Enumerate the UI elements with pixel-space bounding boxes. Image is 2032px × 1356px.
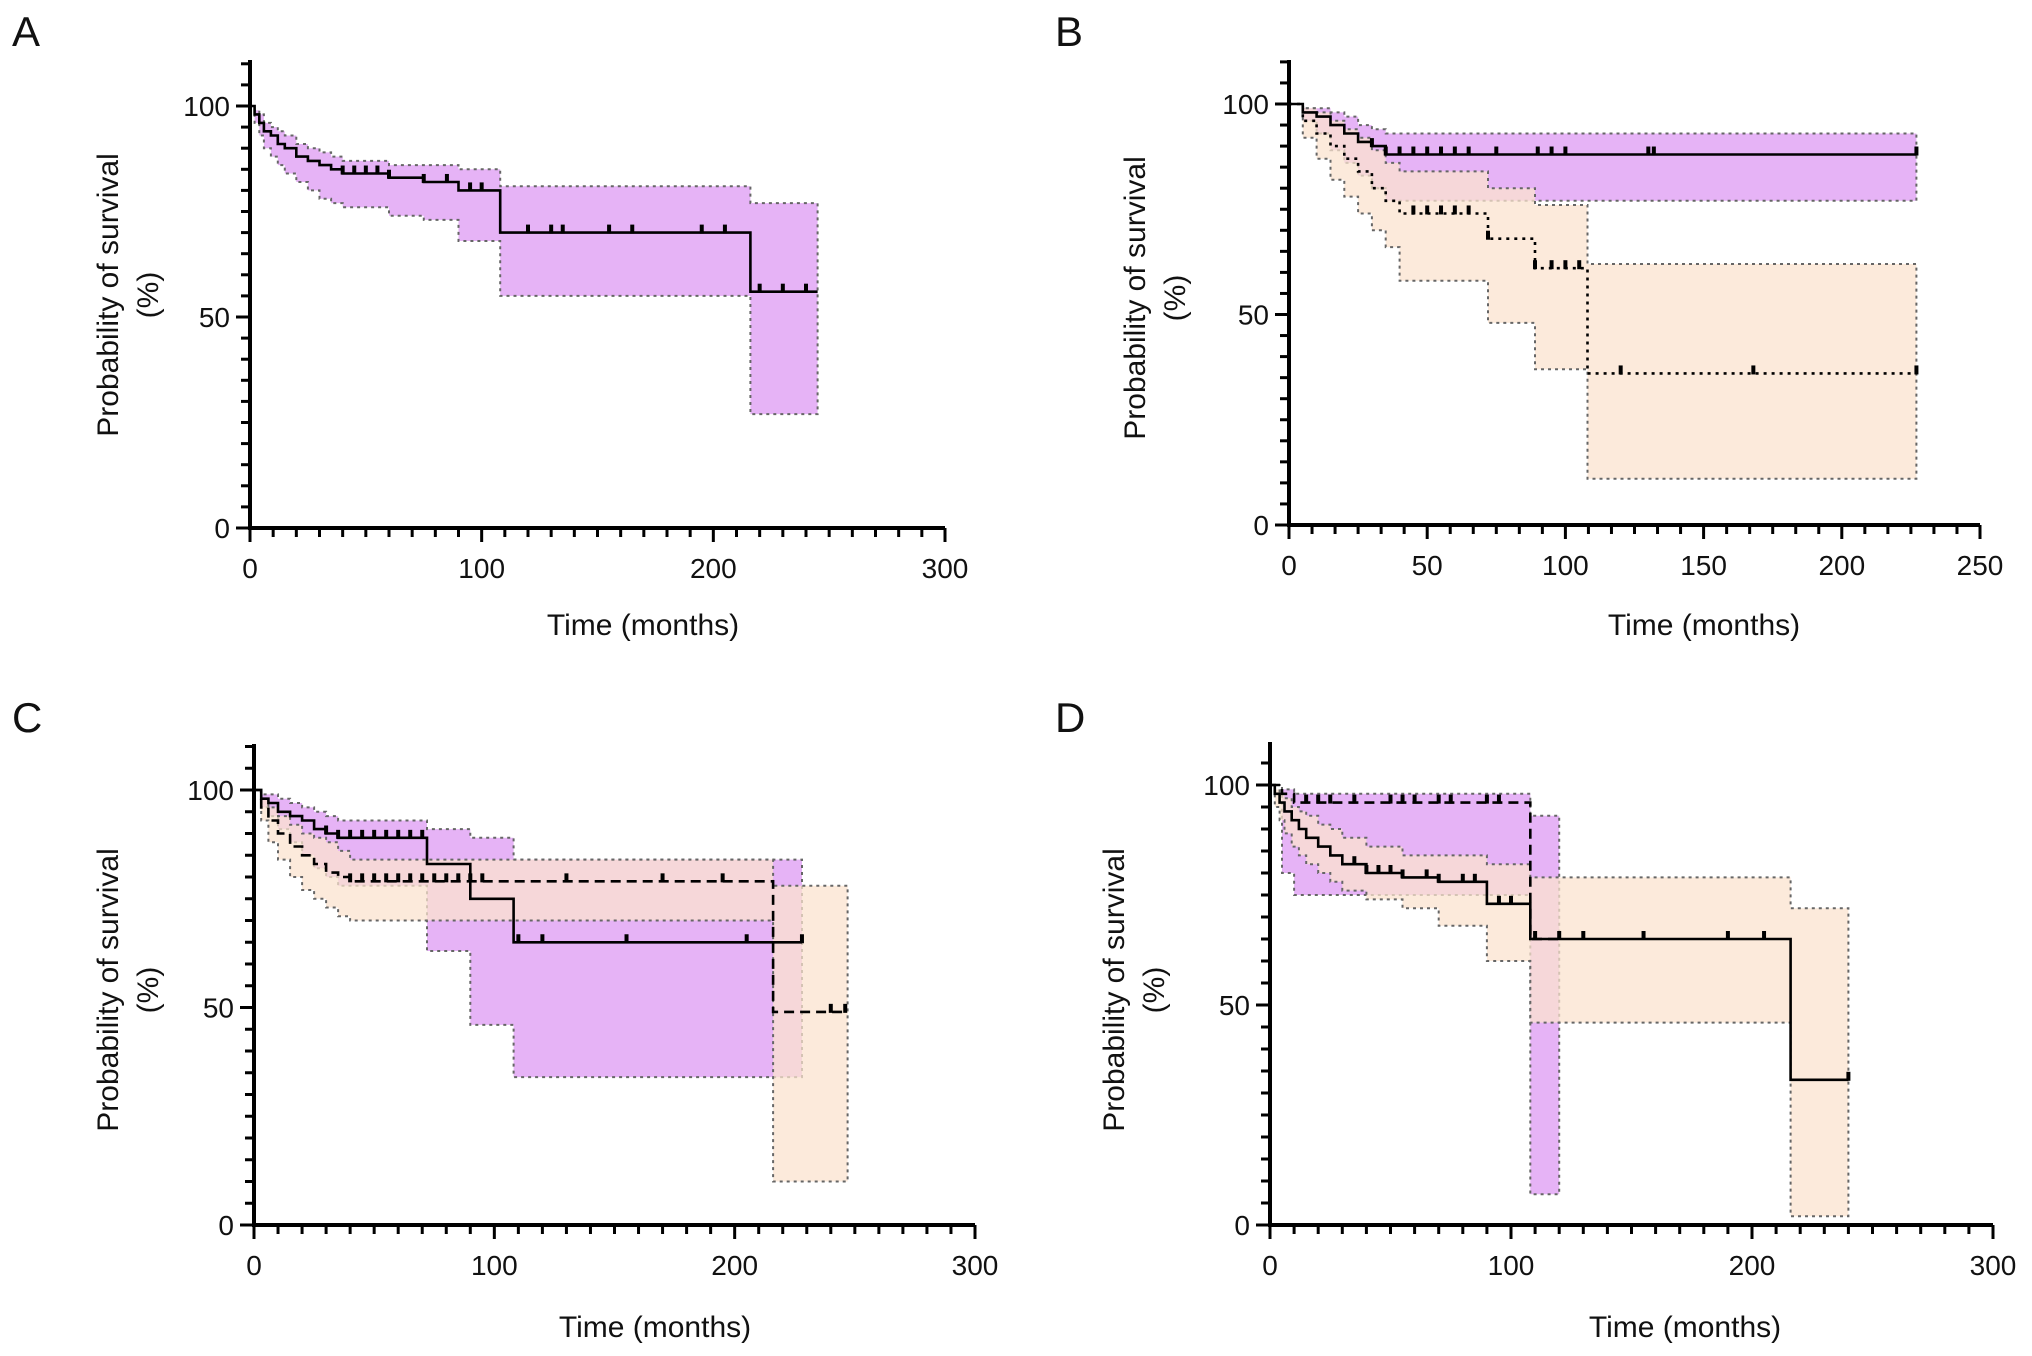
y-axis-title-c: Probability of survival bbox=[92, 848, 125, 1131]
y-tick-label-d: 50 bbox=[1219, 990, 1250, 1021]
y-axis-title-b: Probability of survival bbox=[1119, 156, 1152, 439]
survival-curve-c-1 bbox=[254, 788, 802, 944]
y-axis-title-a: Probability of survival bbox=[92, 153, 125, 436]
x-tick-label-a: 0 bbox=[242, 553, 258, 584]
x-tick-label-b: 0 bbox=[1281, 550, 1297, 581]
x-tick-label-a: 300 bbox=[922, 553, 969, 584]
x-tick-label-b: 200 bbox=[1818, 550, 1865, 581]
x-tick-label-d: 300 bbox=[1970, 1250, 2017, 1281]
survival-curve-b-1 bbox=[1289, 102, 1917, 156]
x-axis-title-c: Time (months) bbox=[559, 1311, 751, 1344]
y-tick-label-a: 50 bbox=[199, 302, 230, 333]
y-axis-unit-a: (%) bbox=[132, 272, 165, 319]
survival-curve-d-2 bbox=[1270, 783, 1849, 1082]
x-tick-label-b: 100 bbox=[1542, 550, 1589, 581]
y-tick-label-b: 100 bbox=[1222, 89, 1269, 120]
plot-c: 0 50 100 0 100 200 300 bbox=[187, 744, 998, 1281]
y-axis-unit-b: (%) bbox=[1159, 275, 1192, 322]
y-axis-unit-c: (%) bbox=[132, 967, 165, 1014]
x-tick-label-c: 300 bbox=[952, 1250, 999, 1281]
x-tick-label-b: 150 bbox=[1680, 550, 1727, 581]
panel-d: D 0 50 100 0 100 200 300 Time (months) Probabi… bbox=[1055, 694, 2016, 1344]
x-tick-label-b: 50 bbox=[1412, 550, 1443, 581]
plot-b: 0 50 100 0 50 100 150 200 250 bbox=[1222, 60, 2003, 581]
confidence-band-d-2 bbox=[1270, 784, 1850, 1218]
y-tick-label-c: 50 bbox=[203, 993, 234, 1024]
panel-b: B 0 50 100 0 50 100 150 200 250 Time (months) Pr… bbox=[1055, 8, 2003, 642]
survival-curve-a-1 bbox=[250, 104, 818, 293]
confidence-band-c-2 bbox=[254, 789, 849, 1183]
x-tick-label-c: 100 bbox=[471, 1250, 518, 1281]
x-tick-label-c: 200 bbox=[711, 1250, 758, 1281]
y-tick-label-b: 50 bbox=[1238, 300, 1269, 331]
y-tick-label-c: 0 bbox=[218, 1210, 234, 1241]
y-tick-label-d: 0 bbox=[1234, 1210, 1250, 1241]
panel-letter-a: A bbox=[12, 8, 40, 55]
y-tick-label-b: 0 bbox=[1253, 510, 1269, 541]
panel-a: A 0 50 100 0 100 200 300 Time (months) Probabi… bbox=[12, 8, 968, 642]
y-tick-label-a: 0 bbox=[214, 513, 230, 544]
panel-letter-d: D bbox=[1055, 694, 1085, 741]
x-tick-label-c: 0 bbox=[246, 1250, 262, 1281]
y-axis-unit-d: (%) bbox=[1138, 967, 1171, 1014]
plot-d: 0 50 100 0 100 200 300 bbox=[1203, 742, 2016, 1281]
panel-letter-c: C bbox=[12, 694, 42, 741]
x-tick-label-d: 0 bbox=[1262, 1250, 1278, 1281]
x-axis-title-a: Time (months) bbox=[547, 609, 739, 642]
plot-a: 0 50 100 0 100 200 300 bbox=[183, 60, 968, 584]
confidence-band-a-1 bbox=[250, 105, 819, 416]
survival-curve-b-2 bbox=[1289, 102, 1917, 375]
x-tick-label-a: 100 bbox=[458, 553, 505, 584]
panel-c: C 0 50 100 0 100 200 300 Time (months) Probabi… bbox=[12, 694, 998, 1344]
y-tick-label-d: 100 bbox=[1203, 770, 1250, 801]
y-axis-title-d: Probability of survival bbox=[1098, 848, 1131, 1131]
y-tick-label-c: 100 bbox=[187, 775, 234, 806]
y-tick-label-a: 100 bbox=[183, 91, 230, 122]
panel-letter-b: B bbox=[1055, 8, 1083, 55]
x-tick-label-d: 200 bbox=[1729, 1250, 1776, 1281]
x-tick-label-d: 100 bbox=[1488, 1250, 1535, 1281]
x-tick-label-a: 200 bbox=[690, 553, 737, 584]
x-axis-title-d: Time (months) bbox=[1589, 1311, 1781, 1344]
x-axis-title-b: Time (months) bbox=[1608, 609, 1800, 642]
x-tick-label-b: 250 bbox=[1957, 550, 2004, 581]
